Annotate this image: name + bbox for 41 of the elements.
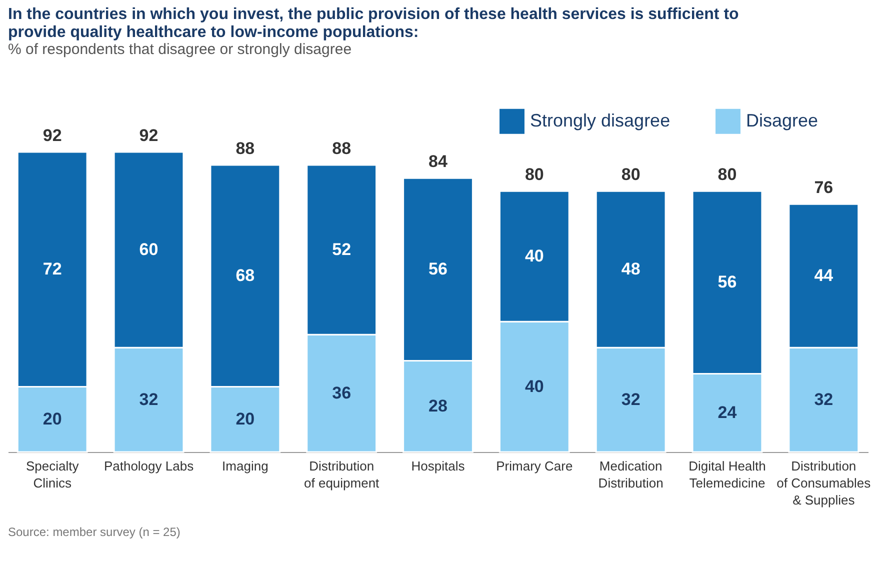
data-label: 32	[621, 390, 640, 409]
source-note: Source: member survey (n = 25)	[8, 525, 180, 539]
total-label: 92	[42, 126, 62, 145]
total-label: 76	[814, 178, 834, 198]
x-tick-label: Digital Health Telemedicine	[688, 458, 766, 490]
total-label: 80	[621, 165, 640, 184]
chart-title: In the countries in which you invest, the public provision of these health services is sufficient to provide quality healthcare to low-income populations:	[8, 6, 740, 41]
total-label: 80	[524, 165, 544, 184]
data-label: 36	[332, 383, 352, 402]
data-label: 44	[814, 266, 834, 285]
data-label: 56	[718, 272, 737, 292]
x-tick-label: Imaging	[222, 458, 268, 474]
data-label: 40	[524, 246, 544, 266]
data-label: 52	[332, 240, 352, 259]
x-tick-label: Hospitals	[411, 458, 466, 474]
legend-label: Strongly disagree	[530, 110, 670, 130]
data-label: 60	[139, 240, 158, 259]
data-label: 20	[236, 409, 255, 428]
data-label: 56	[428, 259, 448, 278]
x-tick-label: Primary Care	[496, 458, 573, 474]
data-label: 40	[524, 376, 544, 396]
total-label: 88	[236, 139, 255, 158]
legend-label: Disagree	[746, 110, 818, 130]
total-label: 84	[428, 152, 448, 172]
data-label: 68	[236, 266, 255, 285]
data-label: 72	[42, 259, 62, 278]
data-label: 24	[718, 402, 738, 422]
x-tick-label: Pathology Labs	[104, 458, 194, 474]
x-tick-label: Medication Distribution	[598, 458, 664, 490]
x-tick-label: Distribution of Consumables & Supplies	[776, 458, 872, 508]
data-label: 28	[428, 396, 448, 416]
data-label: 20	[42, 409, 62, 428]
data-label: 32	[814, 390, 834, 409]
total-label: 88	[332, 139, 352, 158]
data-label: 48	[621, 259, 640, 278]
x-tick-label: Specialty Clinics	[26, 458, 80, 490]
data-label: 32	[139, 390, 158, 409]
x-tick-label: Distribution of equipment	[304, 458, 380, 490]
total-label: 80	[718, 165, 737, 184]
chart-subtitle: % of respondents that disagree or strongly disagree	[8, 41, 352, 58]
total-label: 92	[139, 126, 158, 145]
